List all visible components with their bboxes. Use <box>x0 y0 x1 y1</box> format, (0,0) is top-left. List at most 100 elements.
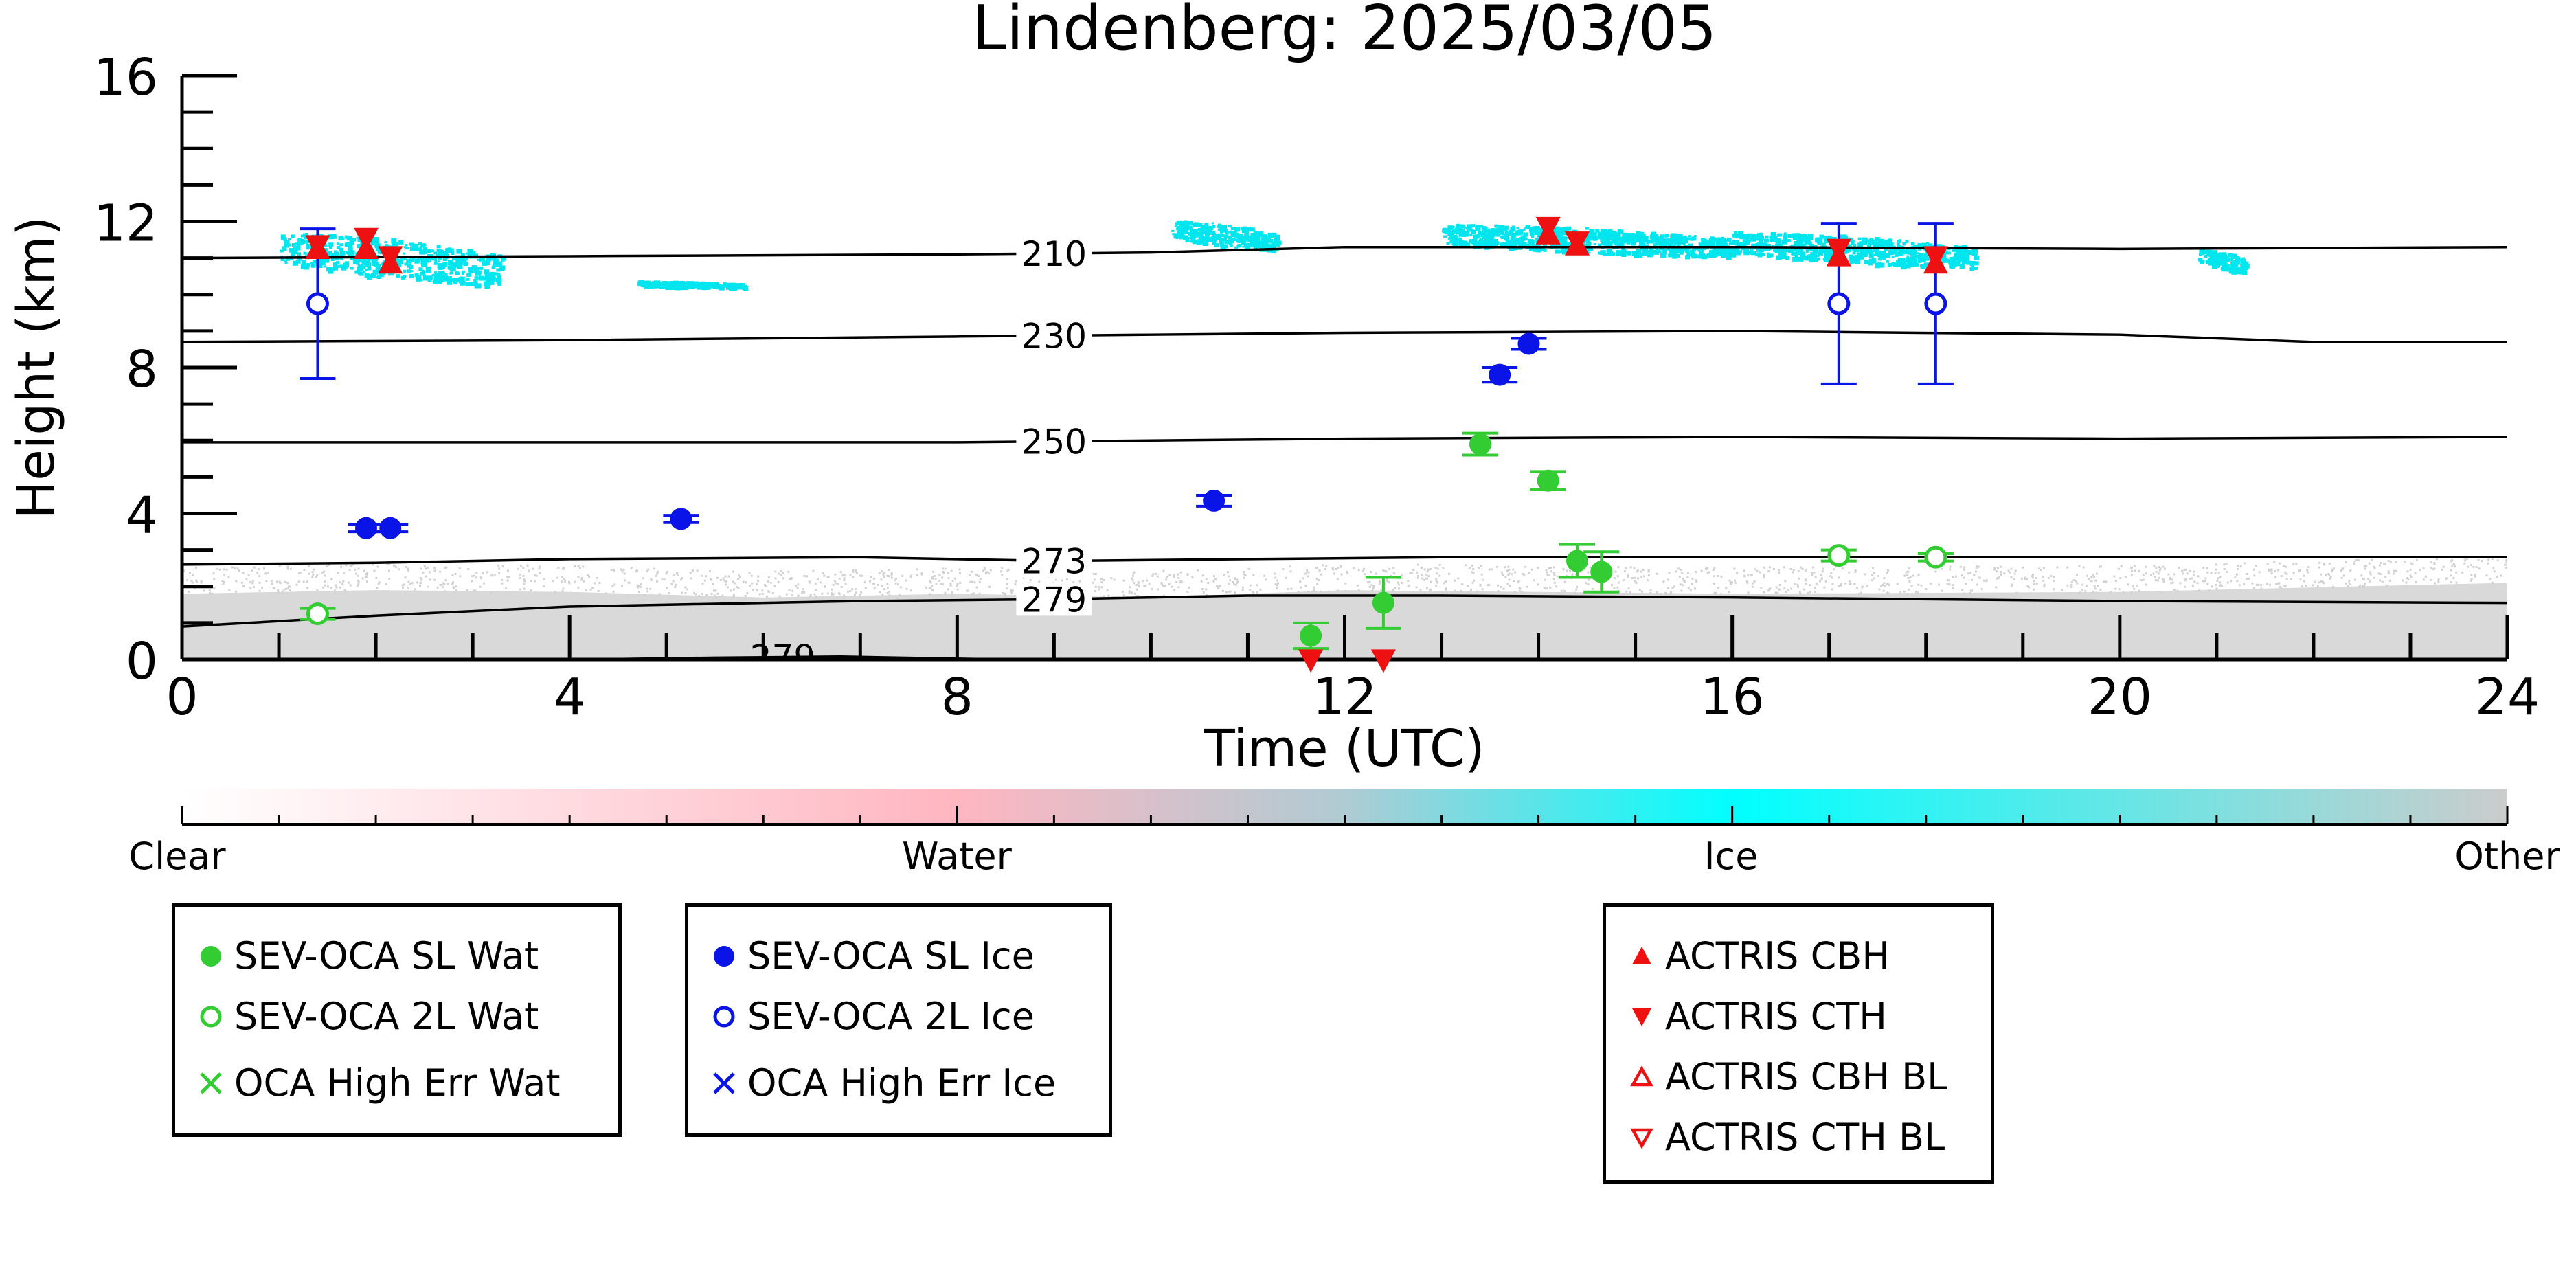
other-speckle <box>1029 579 1032 582</box>
other-speckle <box>1416 563 1419 566</box>
other-speckle <box>343 572 346 575</box>
other-speckle <box>2134 569 2136 572</box>
ice-cloud-pixel <box>1877 254 1882 258</box>
other-speckle <box>1098 588 1101 591</box>
colorbar-label-other: Other <box>2454 835 2560 878</box>
ice-cloud-pixel <box>1769 253 1774 258</box>
other-speckle <box>376 565 379 568</box>
ice-cloud-pixel <box>1849 257 1855 262</box>
ice-cloud-pixel <box>300 234 304 238</box>
ice-cloud-pixel <box>490 278 495 281</box>
other-speckle <box>2081 588 2083 591</box>
other-speckle <box>543 578 545 580</box>
ice-cloud-pixel <box>346 250 350 254</box>
ice-cloud-pixel <box>418 278 421 280</box>
other-speckle <box>1259 588 1262 591</box>
ice-cloud-pixel <box>1961 257 1966 262</box>
data-point <box>1511 332 1547 355</box>
ice-cloud-pixel <box>1807 235 1814 240</box>
other-speckle <box>1910 585 1913 587</box>
other-speckle <box>978 592 981 595</box>
other-speckle <box>366 571 369 574</box>
other-speckle <box>714 594 716 597</box>
other-speckle <box>1948 583 1951 586</box>
other-speckle <box>684 591 687 594</box>
ice-cloud-pixel <box>1793 241 1799 247</box>
triangle-up-icon <box>1632 947 1651 964</box>
ice-cloud-pixel <box>1598 251 1602 255</box>
other-speckle <box>1713 567 1716 569</box>
other-speckle <box>610 569 613 572</box>
ice-cloud-pixel <box>288 243 292 247</box>
ice-cloud-pixel <box>1529 227 1535 232</box>
ice-cloud-pixel <box>1605 232 1611 238</box>
ice-cloud-pixel <box>1204 233 1210 238</box>
other-speckle <box>1229 590 1232 593</box>
ice-cloud-pixel <box>1271 242 1276 246</box>
other-speckle <box>881 585 883 587</box>
other-speckle <box>2349 569 2352 572</box>
ice-cloud-pixel <box>1634 253 1640 258</box>
other-speckle <box>2155 567 2158 569</box>
ice-cloud-pixel <box>1959 264 1965 269</box>
other-speckle <box>947 588 949 591</box>
ice-cloud-pixel <box>1783 235 1788 240</box>
ice-cloud-pixel <box>1728 256 1732 259</box>
other-speckle <box>613 583 616 586</box>
ice-cloud-pixel <box>1183 220 1188 225</box>
other-speckle <box>1392 567 1395 569</box>
ice-cloud-pixel <box>1533 245 1537 247</box>
ice-cloud-pixel <box>1244 231 1250 236</box>
other-speckle <box>2217 572 2220 574</box>
other-speckle <box>925 586 927 589</box>
ice-cloud-pixel <box>1533 239 1536 242</box>
other-speckle <box>1905 571 1908 574</box>
triangle-down-marker <box>353 227 379 251</box>
ice-cloud-pixel <box>343 262 349 268</box>
other-speckle <box>2387 560 2390 563</box>
other-speckle <box>1920 584 1923 587</box>
other-speckle <box>1695 579 1697 582</box>
ice-cloud-pixel <box>1729 242 1733 245</box>
ice-cloud-pixel <box>1850 254 1853 257</box>
other-speckle <box>530 589 532 592</box>
other-speckle <box>2348 580 2351 583</box>
other-speckle <box>523 583 526 585</box>
other-speckle <box>2270 572 2273 575</box>
other-speckle <box>2206 571 2209 574</box>
other-speckle <box>2191 584 2194 587</box>
other-speckle <box>357 567 360 570</box>
open-circle-marker <box>306 292 329 315</box>
other-speckle <box>1388 580 1390 583</box>
ice-cloud-pixel <box>1853 243 1857 247</box>
other-speckle <box>2158 566 2160 569</box>
other-speckle <box>886 587 889 589</box>
ice-cloud-pixel <box>1780 247 1785 251</box>
other-speckle <box>2010 585 2013 587</box>
ice-cloud-pixel <box>2241 271 2245 274</box>
ice-cloud-pixel <box>1755 243 1760 247</box>
other-speckle <box>2485 574 2488 577</box>
ice-cloud-pixel <box>1886 243 1893 249</box>
other-speckle <box>1975 567 1978 569</box>
other-speckle <box>339 581 342 584</box>
other-speckle <box>1304 572 1307 575</box>
other-speckle <box>433 578 436 581</box>
other-speckle <box>1627 574 1629 576</box>
other-speckle <box>1454 579 1456 582</box>
triangle-down-marker <box>1370 649 1396 673</box>
other-speckle <box>341 583 343 585</box>
ice-cloud-pixel <box>1217 229 1221 231</box>
ice-cloud-pixel <box>1178 233 1184 238</box>
other-speckle <box>501 565 504 567</box>
colorbar-ticks <box>181 806 2509 826</box>
ice-cloud-pixel <box>1622 251 1626 255</box>
ice-cloud-pixel <box>1523 232 1528 237</box>
ice-cloud-pixel <box>1954 245 1958 249</box>
ice-cloud-pixel <box>1691 248 1696 252</box>
other-speckle <box>458 567 461 570</box>
other-speckle <box>950 569 953 572</box>
other-speckle <box>644 594 646 596</box>
other-speckle <box>871 583 874 585</box>
